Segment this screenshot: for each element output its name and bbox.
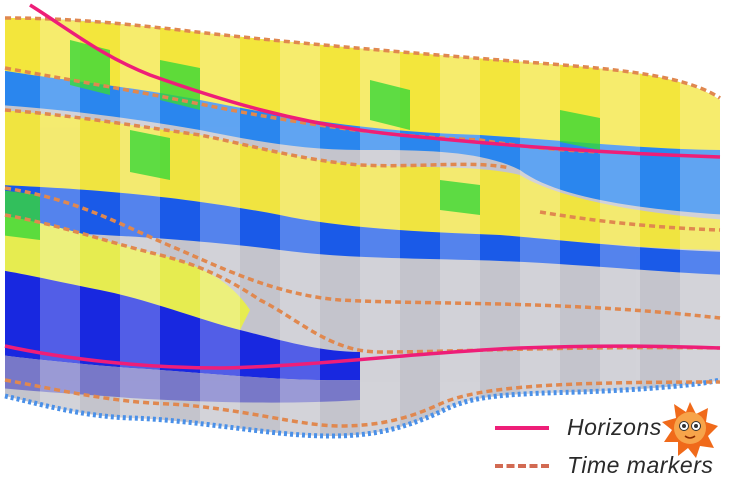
horizon-top <box>29 3 721 159</box>
time-marker-6 <box>539 210 721 232</box>
time-marker-top <box>4 16 721 100</box>
upper-yellow-band <box>5 18 720 150</box>
lower-yellow-wedge <box>5 215 250 330</box>
horizon-bottom <box>4 344 721 370</box>
legend-horizons: Horizons <box>495 414 662 441</box>
green-accents <box>5 40 600 240</box>
lower-deep-blue <box>5 270 360 381</box>
time-markers-label: Time markers <box>567 452 714 478</box>
sun-face-icon <box>662 402 718 458</box>
horizons-label: Horizons <box>567 414 662 440</box>
time-marker-4 <box>4 186 721 320</box>
time-markers-swatch <box>495 463 549 468</box>
horizons-swatch <box>495 425 549 430</box>
time-marker-2 <box>4 66 601 154</box>
bottom-purple-band <box>5 355 360 403</box>
legend-time-markers: Time markers <box>495 452 713 479</box>
middle-yellow-band <box>5 110 720 250</box>
time-marker-7 <box>4 378 721 428</box>
horizons <box>4 3 721 370</box>
body-outline <box>4 377 721 439</box>
time-marker-3 <box>4 108 511 170</box>
upper-blue-band <box>5 70 720 215</box>
middle-blue-band <box>5 185 720 275</box>
